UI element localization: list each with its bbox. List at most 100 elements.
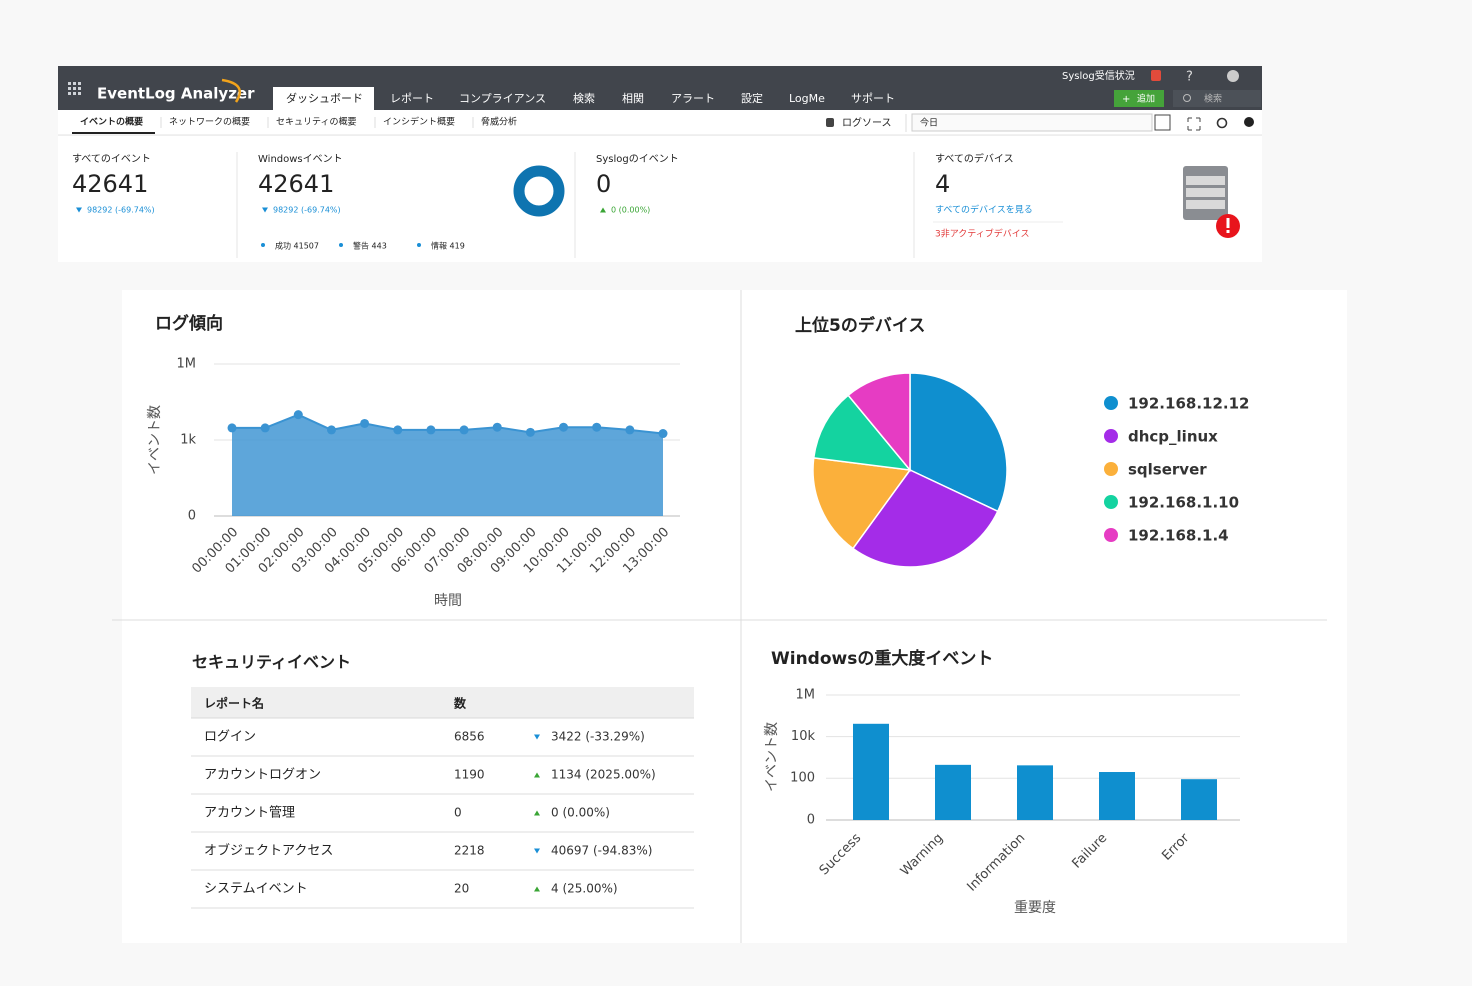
nav-tab[interactable]: サポート <box>851 92 895 105</box>
report-change: 1134 (2025.00%) <box>551 768 656 782</box>
search-box[interactable] <box>1173 90 1261 107</box>
legend-swatch[interactable] <box>1104 462 1118 476</box>
report-change: 0 (0.00%) <box>551 806 610 820</box>
notification-icon[interactable] <box>1151 70 1161 81</box>
y-axis-label: イベント数 <box>147 405 163 475</box>
card-title: すべてのデバイス <box>935 152 1014 165</box>
point[interactable] <box>492 422 502 432</box>
y-tick-label: 1k <box>180 432 196 447</box>
legend-swatch[interactable] <box>1104 495 1118 509</box>
report-name[interactable]: アカウントログオン <box>204 768 321 783</box>
nav-tab[interactable]: コンプライアンス <box>459 92 546 105</box>
date-input[interactable] <box>911 113 1153 132</box>
nav-tab[interactable]: アラート <box>671 92 715 105</box>
point[interactable] <box>326 425 336 435</box>
card-change: 98292 (-69.74%) <box>87 206 155 215</box>
report-change: 3422 (-33.29%) <box>551 730 645 744</box>
syslog-status[interactable]: Syslog受信状況 <box>1062 69 1135 82</box>
point[interactable] <box>658 429 668 439</box>
report-count: 1190 <box>454 768 485 782</box>
point[interactable] <box>559 422 569 432</box>
windows-donut <box>513 165 565 217</box>
date-value: 今日 <box>920 117 938 129</box>
nav-tab[interactable]: 設定 <box>741 92 763 105</box>
report-name[interactable]: システムイベント <box>204 882 308 897</box>
help-icon[interactable]: ? <box>1186 70 1193 85</box>
report-name[interactable]: アカウント管理 <box>204 806 295 821</box>
calendar-icon[interactable] <box>1154 114 1171 131</box>
legend-label[interactable]: 192.168.1.4 <box>1128 527 1229 545</box>
report-change: 4 (25.00%) <box>551 882 618 896</box>
breakdown-item: 成功 41507 <box>275 241 319 251</box>
user-icon[interactable] <box>1227 70 1239 82</box>
pie-slice[interactable] <box>812 394 912 471</box>
card-title: Syslogのイベント <box>596 153 679 165</box>
sub-tab[interactable]: 脅威分析 <box>481 116 517 128</box>
pie-slice[interactable] <box>909 372 1008 513</box>
pie-slice[interactable] <box>851 469 999 568</box>
sub-tab[interactable]: ネットワークの概要 <box>169 116 250 128</box>
trend-down <box>76 207 82 213</box>
y-axis-label: イベント数 <box>764 722 780 792</box>
sub-tab[interactable]: イベントの概要 <box>80 116 143 128</box>
area <box>232 414 663 516</box>
bar[interactable] <box>853 723 889 820</box>
bar[interactable] <box>935 764 971 820</box>
card-title: すべてのイベント <box>72 153 151 165</box>
point[interactable] <box>592 422 602 432</box>
pie-slice[interactable] <box>812 457 912 550</box>
bar[interactable] <box>1017 765 1053 820</box>
settings-icon[interactable] <box>1244 117 1254 127</box>
refresh-icon[interactable] <box>1216 117 1228 129</box>
point[interactable] <box>426 425 436 435</box>
fullscreen-icon[interactable] <box>1187 117 1201 131</box>
point[interactable] <box>625 425 635 435</box>
add-button-label: 追加 <box>1137 93 1155 105</box>
point[interactable] <box>260 423 270 433</box>
database-icon <box>826 118 834 127</box>
card-count: 42641 <box>72 170 148 198</box>
logo: EventLog Analyzer <box>97 85 255 103</box>
report-count: 20 <box>454 882 469 896</box>
legend-label[interactable]: sqlserver <box>1128 461 1207 479</box>
nav-tab[interactable]: レポート <box>390 92 434 105</box>
sub-tab[interactable]: セキュリティの概要 <box>276 116 356 128</box>
legend-swatch[interactable] <box>1104 396 1118 410</box>
legend-label[interactable]: 192.168.12.12 <box>1128 395 1249 413</box>
point[interactable] <box>360 418 370 428</box>
report-name[interactable]: ログイン <box>204 730 256 745</box>
nav-tab[interactable]: ダッシュボード <box>286 91 363 105</box>
legend-swatch[interactable] <box>1104 528 1118 542</box>
nav-tab[interactable]: LogMe <box>789 92 825 105</box>
bar[interactable] <box>1181 779 1217 820</box>
report-count: 0 <box>454 806 462 820</box>
devices-link[interactable]: すべてのデバイスを見る <box>935 204 1033 216</box>
inactive-devices[interactable]: 3非アクティブデバイス <box>935 228 1029 240</box>
summary: すべてのイベント 42641 98292 (-69.74%) Windowsイベント 4… <box>72 152 1063 258</box>
pie-slice[interactable] <box>847 372 911 473</box>
search-icon <box>1183 94 1191 102</box>
point[interactable] <box>393 425 403 435</box>
report-name[interactable]: オブジェクトアクセス <box>204 843 333 859</box>
legend-swatch[interactable] <box>1104 429 1118 443</box>
x-axis-label: 重要度 <box>1014 900 1056 916</box>
trend-down <box>534 734 540 740</box>
nav-tab[interactable]: 相関 <box>622 92 644 105</box>
active-underline <box>72 132 155 134</box>
panel-area <box>122 290 1347 943</box>
card-change: 98292 (-69.74%) <box>273 206 341 215</box>
nav-tab[interactable]: 検索 <box>573 91 595 105</box>
logo-swoosh <box>221 78 241 103</box>
app-menu-icon[interactable] <box>68 82 81 95</box>
legend-label[interactable]: dhcp_linux <box>1128 428 1218 446</box>
sub-tab[interactable]: インシデント概要 <box>383 116 455 128</box>
point[interactable] <box>227 423 237 433</box>
legend-label[interactable]: 192.168.1.10 <box>1128 494 1239 512</box>
point[interactable] <box>293 410 303 420</box>
point[interactable] <box>525 427 535 437</box>
log-source[interactable]: ログソース <box>842 116 892 129</box>
add-button[interactable] <box>1114 90 1164 107</box>
point[interactable] <box>459 425 469 435</box>
bar[interactable] <box>1099 772 1135 820</box>
